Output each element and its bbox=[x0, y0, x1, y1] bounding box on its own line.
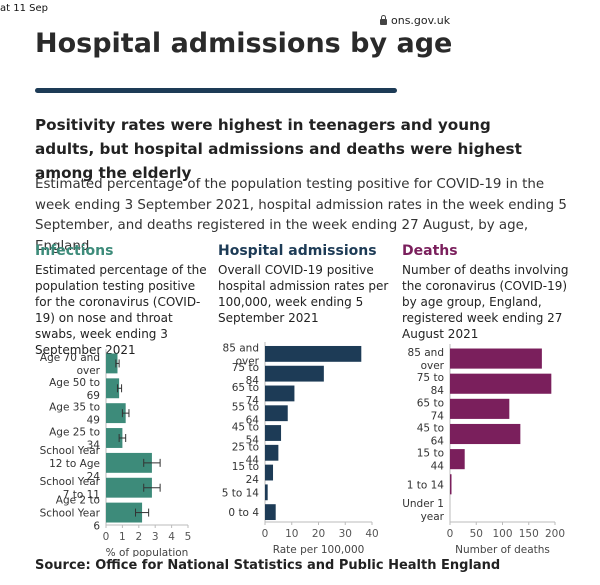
category-label: 45 to 64 bbox=[417, 423, 445, 448]
category-label: 75 to 84 bbox=[232, 362, 260, 387]
bar[interactable] bbox=[265, 385, 295, 402]
category-label: Age 35 to 49 bbox=[49, 402, 100, 427]
bar[interactable] bbox=[265, 484, 268, 501]
category-label: 15 to 24 bbox=[232, 461, 260, 486]
lock-icon bbox=[380, 15, 387, 25]
x-tick-label: 150 bbox=[519, 528, 539, 540]
bar[interactable] bbox=[265, 444, 279, 461]
x-tick-label: 30 bbox=[339, 528, 352, 540]
status-time: at 11 Sep bbox=[0, 3, 48, 14]
category-label: Age 50 to 69 bbox=[49, 377, 100, 402]
x-tick-label: 1 bbox=[119, 531, 126, 543]
bar[interactable] bbox=[265, 464, 274, 481]
bar[interactable] bbox=[450, 373, 552, 394]
bar[interactable] bbox=[106, 378, 120, 399]
hospital-title: Hospital admissions bbox=[218, 243, 377, 259]
status-bar: at 11 Sep ons.gov.uk bbox=[0, 0, 600, 28]
bar[interactable] bbox=[106, 477, 152, 498]
x-tick-label: 0 bbox=[262, 528, 269, 540]
infections-title: Infections bbox=[35, 243, 114, 259]
x-tick-label: 200 bbox=[545, 528, 565, 540]
headline: Positivity rates were highest in teenage… bbox=[35, 116, 522, 182]
x-tick-label: 100 bbox=[492, 528, 512, 540]
x-axis-label: Number of deaths bbox=[455, 544, 550, 556]
category-label: 5 to 14 bbox=[222, 487, 260, 499]
x-axis-label: Rate per 100,000 bbox=[273, 544, 365, 556]
bar[interactable] bbox=[450, 398, 510, 419]
category-label: School Year 7 to 11 bbox=[40, 476, 101, 501]
url-text: ons.gov.uk bbox=[391, 14, 451, 27]
bar[interactable] bbox=[265, 504, 276, 521]
category-label: Age 2 to School Year 6 bbox=[40, 495, 101, 533]
address-bar[interactable]: ons.gov.uk bbox=[380, 14, 450, 27]
category-label: 85 and over bbox=[408, 347, 445, 372]
category-label: 55 to 64 bbox=[232, 402, 260, 427]
deaths-subtitle: Number of deaths involving the coronavir… bbox=[402, 263, 569, 341]
x-tick-label: 3 bbox=[152, 531, 159, 543]
bar[interactable] bbox=[450, 348, 542, 369]
category-label: 25 to 44 bbox=[232, 441, 260, 466]
bar[interactable] bbox=[106, 452, 152, 473]
bar[interactable] bbox=[450, 474, 452, 495]
category-label: Age 25 to 34 bbox=[49, 427, 100, 452]
x-tick-label: 2 bbox=[135, 531, 142, 543]
x-tick-label: 40 bbox=[365, 528, 378, 540]
category-label: 85 and over bbox=[223, 342, 260, 367]
bar[interactable] bbox=[265, 345, 362, 362]
x-tick-label: 4 bbox=[168, 531, 175, 543]
x-tick-label: 20 bbox=[312, 528, 325, 540]
x-axis-label: % of population bbox=[106, 547, 189, 557]
category-label: 45 to 54 bbox=[232, 422, 260, 447]
bar[interactable] bbox=[106, 502, 143, 523]
infections-subtitle: Estimated percentage of the population t… bbox=[35, 263, 207, 357]
deaths-title: Deaths bbox=[402, 243, 458, 259]
bar[interactable] bbox=[450, 423, 521, 445]
bar[interactable] bbox=[265, 425, 282, 441]
hospital-subtitle: Overall COVID-19 positive hospital admis… bbox=[218, 263, 389, 325]
bar[interactable] bbox=[106, 403, 126, 424]
description: Estimated percentage of the population t… bbox=[35, 177, 567, 254]
x-tick-label: 50 bbox=[470, 528, 483, 540]
x-tick-label: 0 bbox=[447, 528, 454, 540]
category-label: 65 to 74 bbox=[417, 397, 445, 422]
bar[interactable] bbox=[265, 365, 324, 382]
source-note: Source: Office for National Statistics a… bbox=[35, 558, 501, 573]
category-label: 75 to 84 bbox=[417, 372, 445, 397]
x-tick-label: 10 bbox=[285, 528, 298, 540]
bar[interactable] bbox=[106, 353, 118, 374]
category-label: Age 70 and over bbox=[40, 352, 101, 377]
category-label: Under 1 year bbox=[402, 498, 444, 523]
bar[interactable] bbox=[265, 405, 288, 422]
bar[interactable] bbox=[450, 449, 465, 470]
category-label: 0 to 4 bbox=[228, 507, 259, 519]
page-title: Hospital admissions by age bbox=[35, 28, 453, 59]
category-label: 15 to 44 bbox=[417, 448, 445, 473]
category-label: School Year 12 to Age 24 bbox=[40, 445, 101, 483]
category-label: 1 to 14 bbox=[407, 479, 445, 491]
category-label: 65 to 74 bbox=[232, 382, 260, 407]
x-tick-label: 5 bbox=[185, 531, 192, 543]
bar[interactable] bbox=[106, 428, 123, 448]
title-divider bbox=[35, 88, 397, 93]
x-tick-label: 0 bbox=[103, 531, 110, 543]
